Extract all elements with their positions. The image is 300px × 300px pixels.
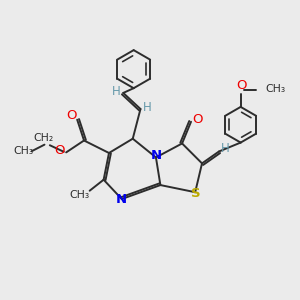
Text: N: N — [116, 193, 127, 206]
Text: O: O — [54, 144, 65, 157]
Text: CH₂: CH₂ — [33, 133, 53, 143]
Text: H: H — [221, 142, 230, 155]
Text: CH₃: CH₃ — [70, 190, 90, 200]
Text: O: O — [192, 113, 203, 126]
Text: O: O — [237, 79, 247, 92]
Text: H: H — [112, 85, 121, 98]
Text: CH₃: CH₃ — [265, 84, 285, 94]
Text: CH₃: CH₃ — [13, 146, 33, 156]
Text: N: N — [150, 149, 161, 162]
Text: O: O — [66, 109, 76, 122]
Text: S: S — [191, 188, 201, 200]
Text: H: H — [143, 101, 152, 114]
